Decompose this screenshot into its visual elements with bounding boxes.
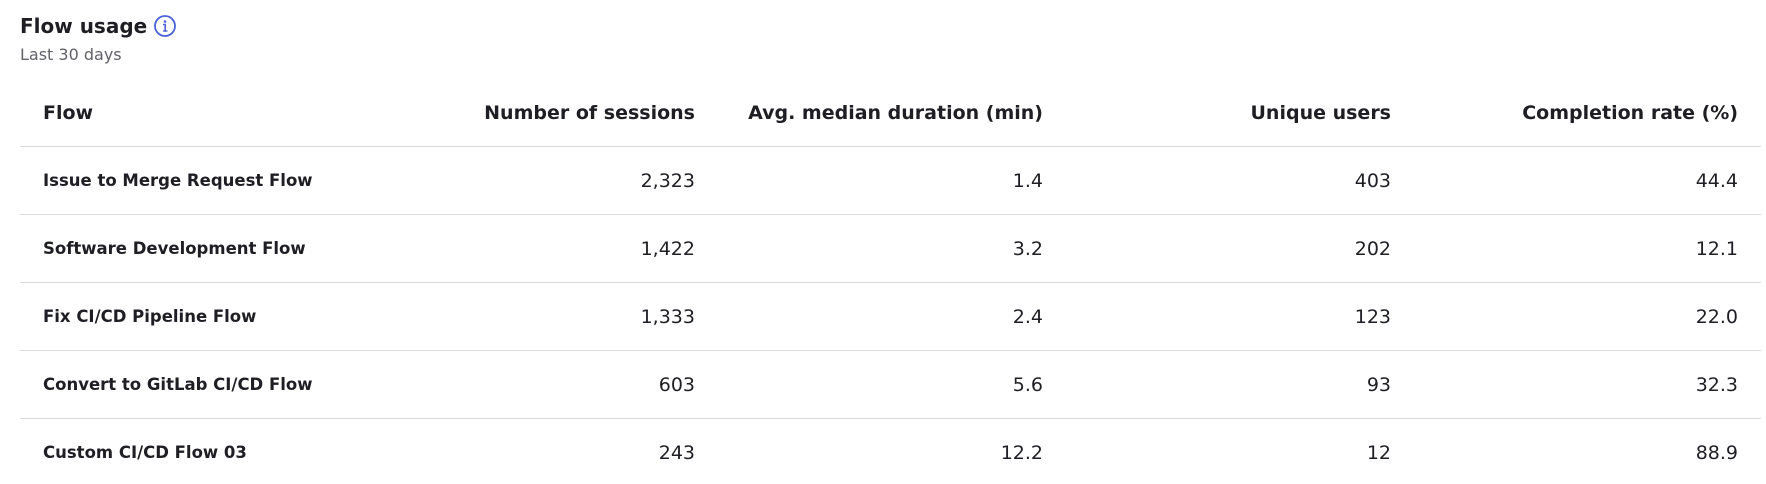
card-subtitle: Last 30 days (20, 45, 122, 64)
card-header: Flow usage (20, 14, 177, 38)
column-header: Flow (43, 102, 94, 124)
table-cell: 1,333 (640, 305, 695, 328)
table-cell: 1.4 (1012, 169, 1043, 192)
table-row: Convert to GitLab CI/CD Flow 603 5.6 93 32.3 (20, 351, 1761, 419)
table-cell: 603 (658, 373, 695, 396)
flow-name: Fix CI/CD Pipeline Flow (43, 307, 257, 326)
table-row: Custom CI/CD Flow 03 243 12.2 12 88.9 (20, 419, 1761, 484)
flow-name: Custom CI/CD Flow 03 (43, 443, 247, 462)
table-row: Issue to Merge Request Flow 2,323 1.4 403 44… (20, 147, 1761, 215)
table-row: Fix CI/CD Pipeline Flow 1,333 2.4 123 22.0 (20, 283, 1761, 351)
usage-table: Flow Number of sessions Avg. median durati… (20, 80, 1761, 484)
table-cell: 32.3 (1695, 373, 1738, 396)
flow-name: Issue to Merge Request Flow (43, 171, 313, 190)
table-cell: 22.0 (1695, 305, 1738, 328)
header-row: Flow Number of sessions Avg. median durati… (20, 80, 1761, 147)
table-cell: 44.4 (1695, 169, 1738, 192)
table-cell: 12 (1366, 441, 1391, 464)
flow-name: Convert to GitLab CI/CD Flow (43, 375, 313, 394)
table-cell: 3.2 (1012, 237, 1043, 260)
table-cell: 12.1 (1695, 237, 1738, 260)
table-cell: 1,422 (640, 237, 695, 260)
column-header: Completion rate (%) (1522, 102, 1738, 124)
table-cell: 403 (1354, 169, 1391, 192)
table-cell: 2.4 (1012, 305, 1043, 328)
table-cell: 2,323 (640, 169, 695, 192)
info-icon[interactable] (153, 14, 177, 38)
table-cell: 93 (1366, 373, 1391, 396)
table-cell: 202 (1354, 237, 1391, 260)
table-cell: 123 (1354, 305, 1391, 328)
table-cell: 5.6 (1012, 373, 1043, 396)
table-row: Software Development Flow 1,422 3.2 202 12.1 (20, 215, 1761, 283)
flow-name: Software Development Flow (43, 239, 306, 258)
table-cell: 243 (658, 441, 695, 464)
table-cell: 12.2 (1000, 441, 1043, 464)
card-title: Flow usage (20, 14, 148, 38)
table-cell: 88.9 (1695, 441, 1738, 464)
column-header: Avg. median duration (min) (748, 102, 1043, 124)
column-header: Unique users (1250, 102, 1392, 124)
column-header: Number of sessions (484, 102, 695, 124)
